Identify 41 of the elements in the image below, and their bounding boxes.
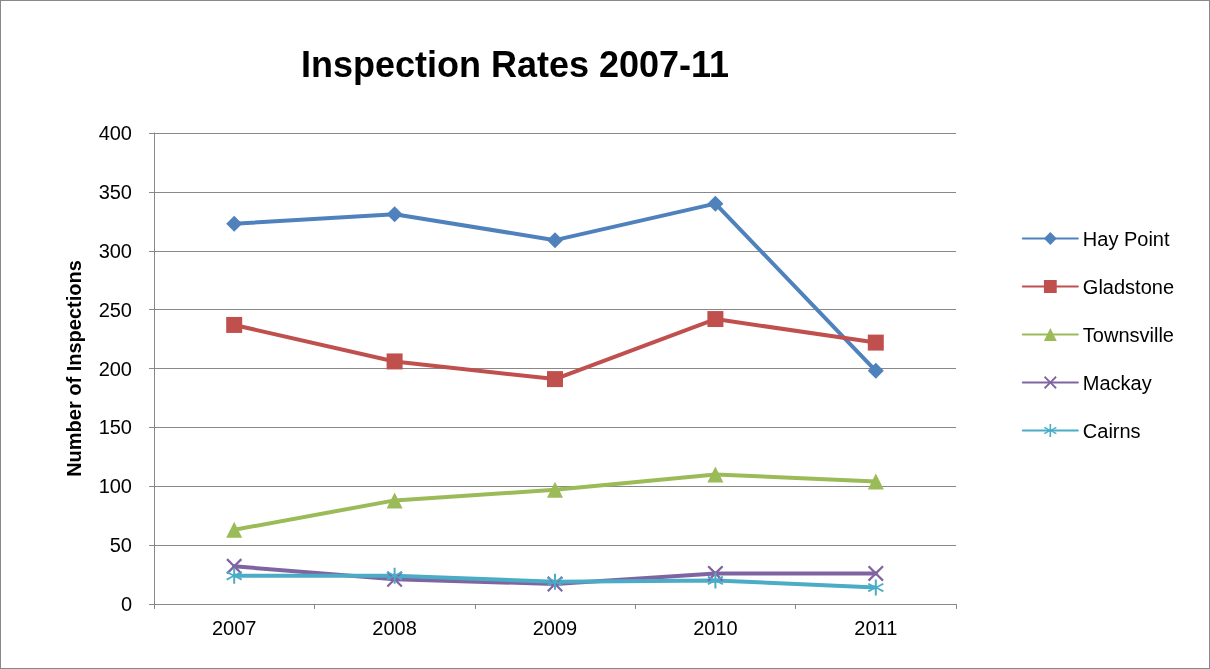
- chart-title: Inspection Rates 2007-11: [300, 43, 730, 85]
- y-tick-label: 350: [98, 180, 132, 203]
- point: [547, 232, 563, 249]
- x-tick-label: 2011: [854, 617, 898, 639]
- point: [386, 492, 403, 509]
- legend-label: Cairns: [1082, 419, 1141, 442]
- point: [386, 353, 403, 370]
- y-tick-label: 50: [109, 534, 132, 557]
- point: [386, 567, 403, 584]
- x-tick-label: 2008: [372, 617, 417, 639]
- point: [707, 311, 724, 328]
- point: [867, 362, 884, 379]
- y-tick-label: 400: [98, 122, 132, 144]
- y-tick-label: 200: [98, 357, 132, 380]
- point: [707, 572, 724, 589]
- y-tick-label: 250: [98, 298, 132, 321]
- y-tick-label: 150: [98, 416, 132, 439]
- y-tick-label: 0: [120, 593, 132, 615]
- legend-label: Townsville: [1082, 323, 1174, 346]
- legend-label: Hay Point: [1082, 227, 1170, 250]
- point: [547, 481, 563, 498]
- point: [707, 195, 724, 212]
- legend-label: Mackay: [1082, 371, 1152, 394]
- point: [226, 521, 243, 538]
- point: [867, 565, 884, 582]
- point: [707, 466, 724, 483]
- y-tick-label: 300: [98, 239, 132, 262]
- point: [867, 334, 884, 351]
- point: [226, 316, 243, 333]
- legend-label: Gladstone: [1082, 275, 1174, 298]
- point: [867, 579, 884, 596]
- y-axis-title: Number of Inspections: [63, 260, 85, 477]
- point: [226, 215, 243, 232]
- point: [386, 206, 403, 223]
- x-tick-label: 2007: [211, 617, 257, 639]
- point: [547, 371, 563, 388]
- x-tick-label: 2009: [532, 617, 578, 639]
- point: [226, 567, 243, 584]
- point: [867, 473, 884, 490]
- y-tick-label: 100: [98, 475, 132, 498]
- x-tick-label: 2010: [693, 617, 738, 639]
